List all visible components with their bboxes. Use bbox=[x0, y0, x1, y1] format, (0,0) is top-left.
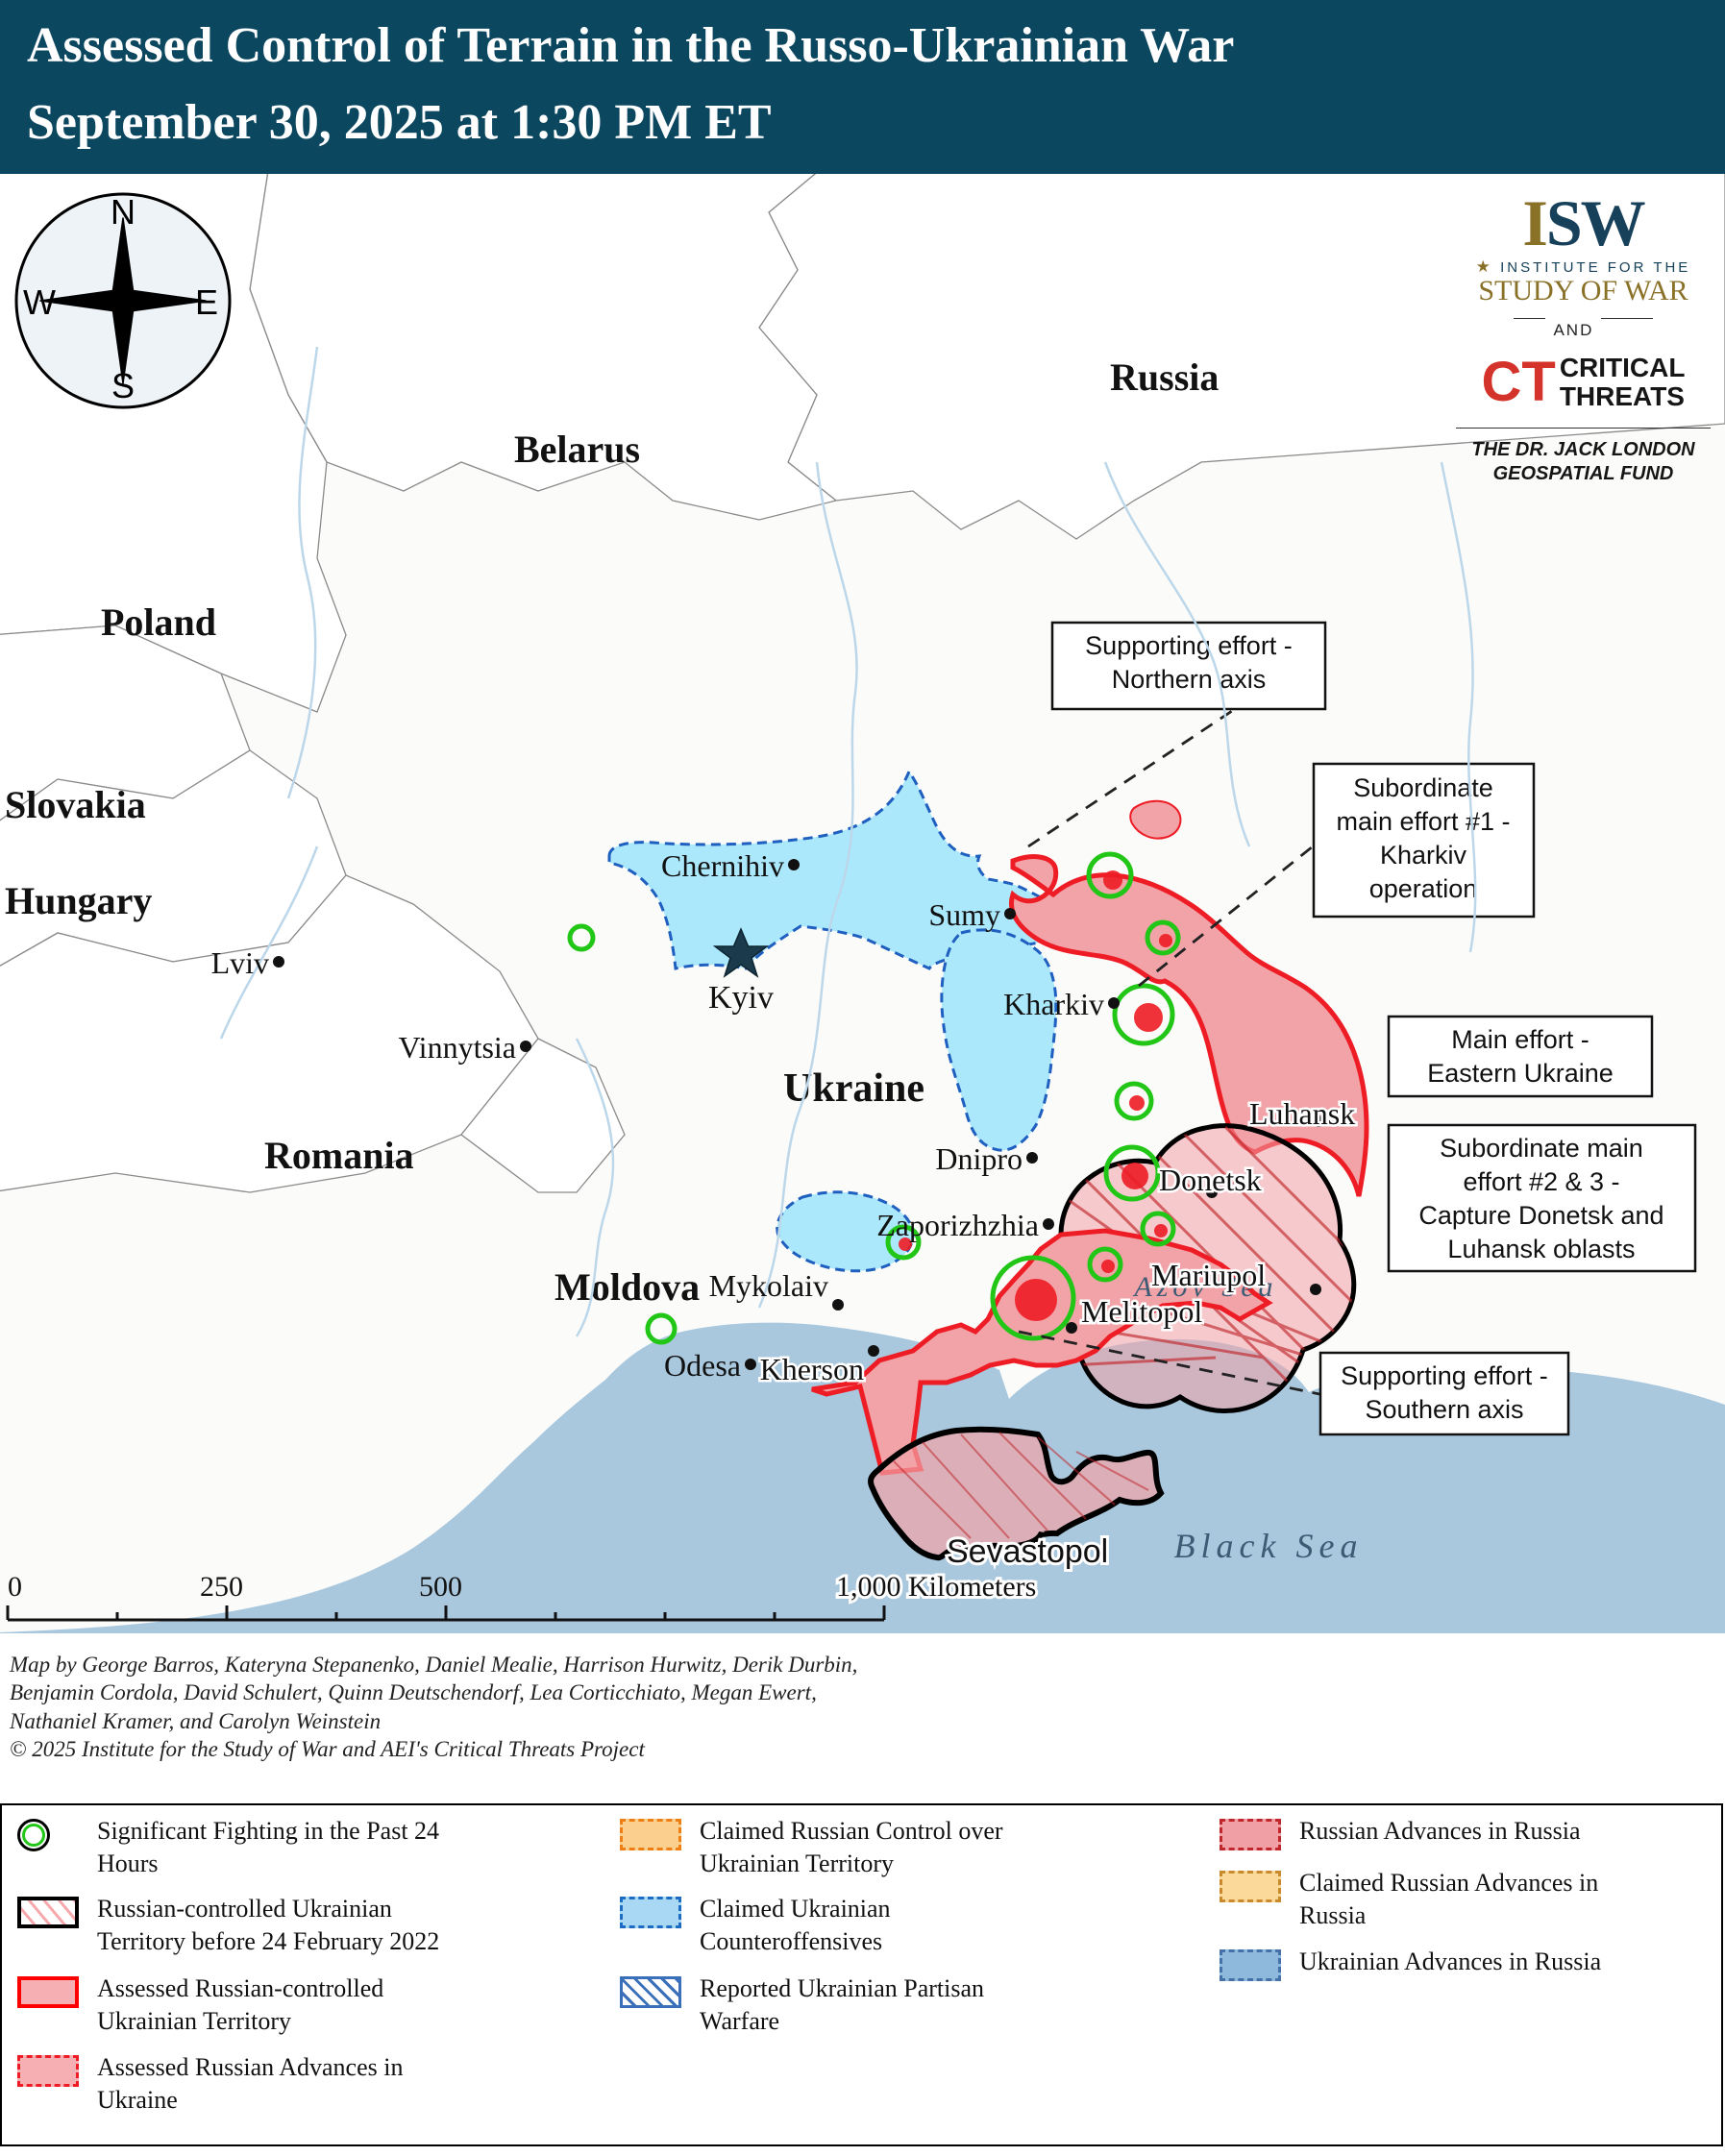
svg-text:Mykolaiv: Mykolaiv bbox=[709, 1268, 828, 1303]
svg-text:Supporting effort -: Supporting effort - bbox=[1341, 1361, 1548, 1390]
svg-text:Poland: Poland bbox=[101, 600, 216, 644]
svg-text:1,000 Kilometers: 1,000 Kilometers bbox=[836, 1571, 1036, 1603]
svg-text:Sevastopol: Sevastopol bbox=[947, 1533, 1108, 1570]
svg-text:Ukraine: Ukraine bbox=[783, 1066, 924, 1111]
svg-text:Supporting effort -: Supporting effort - bbox=[1085, 631, 1293, 660]
svg-text:W: W bbox=[23, 282, 56, 322]
svg-text:N: N bbox=[111, 192, 136, 232]
svg-text:Lviv: Lviv bbox=[211, 945, 269, 980]
svg-text:Black Sea: Black Sea bbox=[1174, 1527, 1364, 1565]
svg-text:Eastern Ukraine: Eastern Ukraine bbox=[1427, 1059, 1614, 1088]
svg-text:Subordinate main: Subordinate main bbox=[1440, 1134, 1643, 1163]
svg-text:Luhansk: Luhansk bbox=[1249, 1096, 1355, 1131]
svg-text:Kharkiv: Kharkiv bbox=[1380, 841, 1467, 870]
svg-text:Romania: Romania bbox=[264, 1134, 414, 1177]
svg-text:Dnipro: Dnipro bbox=[935, 1141, 1023, 1176]
svg-text:Belarus: Belarus bbox=[514, 428, 640, 471]
svg-text:250: 250 bbox=[200, 1571, 243, 1603]
svg-text:E: E bbox=[195, 282, 218, 322]
svg-text:Southern axis: Southern axis bbox=[1365, 1395, 1523, 1424]
svg-text:Zaporizhzhia: Zaporizhzhia bbox=[876, 1208, 1039, 1242]
svg-text:Slovakia: Slovakia bbox=[5, 783, 146, 826]
svg-text:Northern axis: Northern axis bbox=[1112, 665, 1267, 694]
svg-text:0: 0 bbox=[8, 1571, 22, 1603]
svg-text:Chernihiv: Chernihiv bbox=[661, 848, 784, 883]
svg-text:Kyiv: Kyiv bbox=[708, 980, 774, 1016]
svg-text:500: 500 bbox=[419, 1571, 462, 1603]
svg-text:Kherson: Kherson bbox=[760, 1352, 864, 1386]
svg-text:Odesa: Odesa bbox=[664, 1348, 741, 1383]
svg-text:Capture Donetsk and: Capture Donetsk and bbox=[1418, 1201, 1663, 1230]
svg-text:Main effort -: Main effort - bbox=[1451, 1025, 1589, 1054]
svg-text:Luhansk oblasts: Luhansk oblasts bbox=[1447, 1235, 1635, 1263]
svg-text:effort #2 & 3 -: effort #2 & 3 - bbox=[1463, 1167, 1619, 1196]
svg-text:Moldova: Moldova bbox=[554, 1265, 700, 1309]
svg-text:operation: operation bbox=[1369, 874, 1478, 903]
svg-text:Hungary: Hungary bbox=[5, 879, 152, 922]
svg-text:main effort #1 -: main effort #1 - bbox=[1336, 807, 1510, 836]
svg-text:S: S bbox=[111, 366, 135, 405]
svg-text:Subordinate: Subordinate bbox=[1353, 773, 1493, 802]
svg-text:Sumy: Sumy bbox=[928, 897, 1000, 932]
svg-text:Melitopol: Melitopol bbox=[1081, 1294, 1202, 1329]
svg-text:Donetsk: Donetsk bbox=[1159, 1163, 1262, 1197]
svg-text:Kharkiv: Kharkiv bbox=[1003, 987, 1104, 1021]
svg-text:Russia: Russia bbox=[1110, 355, 1219, 399]
svg-text:Vinnytsia: Vinnytsia bbox=[398, 1030, 516, 1065]
svg-text:Mariupol: Mariupol bbox=[1151, 1258, 1266, 1292]
